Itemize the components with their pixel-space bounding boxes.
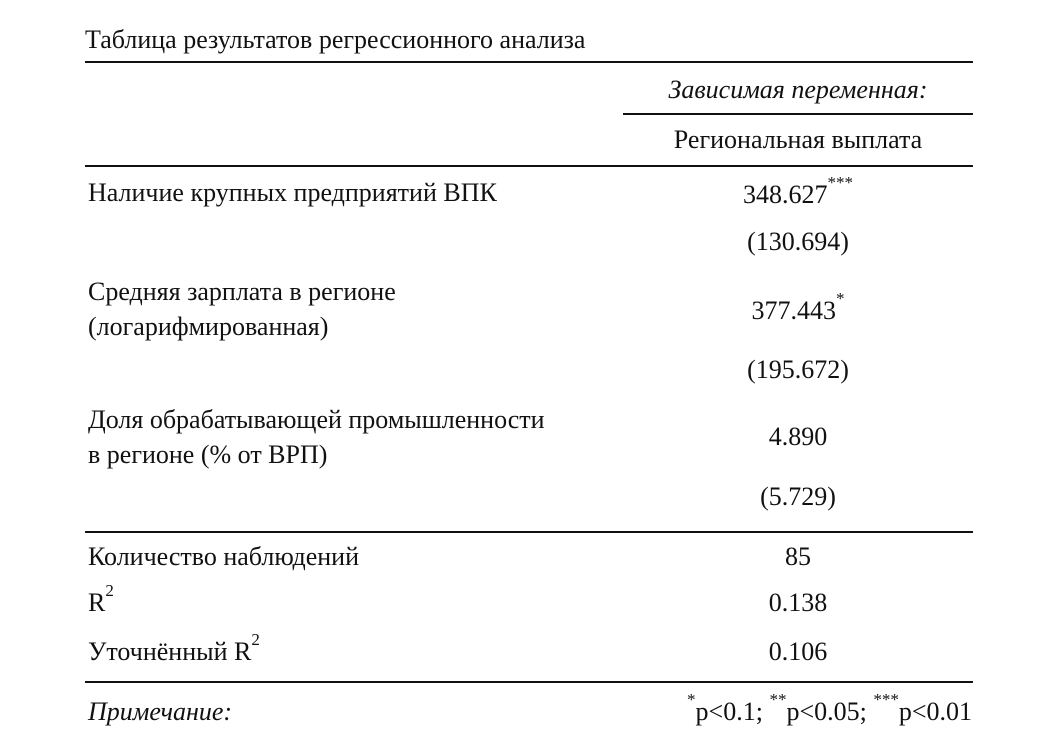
stars: ** <box>769 690 787 709</box>
p-threshold: p<0.05; <box>786 697 874 726</box>
significance-stars: *** <box>827 173 854 192</box>
stat-value-observations: 85 <box>785 542 811 571</box>
standard-error: (5.729) <box>760 482 836 511</box>
coef-value: 348.627 <box>743 180 828 209</box>
significance-stars: * <box>836 289 845 308</box>
table-title: Таблица результатов регрессионного анали… <box>85 25 586 54</box>
row-label-cont: в регионе (% от ВРП) <box>88 440 328 469</box>
top-rule <box>85 61 973 63</box>
superscript: 2 <box>251 630 260 649</box>
stat-value-adj-r2: 0.106 <box>768 637 828 666</box>
header-bottom-rule <box>85 165 973 167</box>
coefficient: 348.627*** <box>623 174 973 210</box>
superscript: 2 <box>105 581 114 600</box>
p-threshold: p<0.1; <box>695 697 770 726</box>
stat-label-text: R <box>88 588 106 617</box>
stars: *** <box>873 690 899 709</box>
coef-value: 4.890 <box>768 422 828 451</box>
p-threshold: p<0.01 <box>898 697 972 726</box>
stat-label-observations: Количество наблюдений <box>88 542 359 571</box>
row-label: Наличие крупных предприятий ВПК <box>88 178 497 207</box>
row-label: Доля обрабатывающей промышленности <box>88 405 545 434</box>
stat-label-r2: R2 <box>88 582 114 618</box>
stars: * <box>687 690 696 709</box>
coefficient: 4.890 <box>623 422 973 452</box>
note-label: Примечание: <box>88 697 233 726</box>
dependent-variable-name: Региональная выплата <box>673 125 923 154</box>
header-rule <box>623 113 973 115</box>
stat-value-r2: 0.138 <box>768 588 828 617</box>
coef-value: 377.443 <box>751 296 837 325</box>
standard-error: (195.672) <box>747 355 849 384</box>
significance-note: *p<0.1; **p<0.05; ***p<0.01 <box>687 691 972 727</box>
coefficient: 377.443* <box>623 290 973 326</box>
standard-error: (130.694) <box>747 227 849 256</box>
dependent-variable-label: Зависимая переменная: <box>668 75 928 104</box>
stat-label-adj-r2: Уточнённый R2 <box>88 631 260 667</box>
row-label-cont: (логарифмированная) <box>88 312 329 341</box>
note-rule <box>85 681 973 683</box>
row-label: Средняя зарплата в регионе <box>88 277 396 306</box>
stat-label-text: Уточнённый R <box>88 637 252 666</box>
stats-rule <box>85 531 973 533</box>
